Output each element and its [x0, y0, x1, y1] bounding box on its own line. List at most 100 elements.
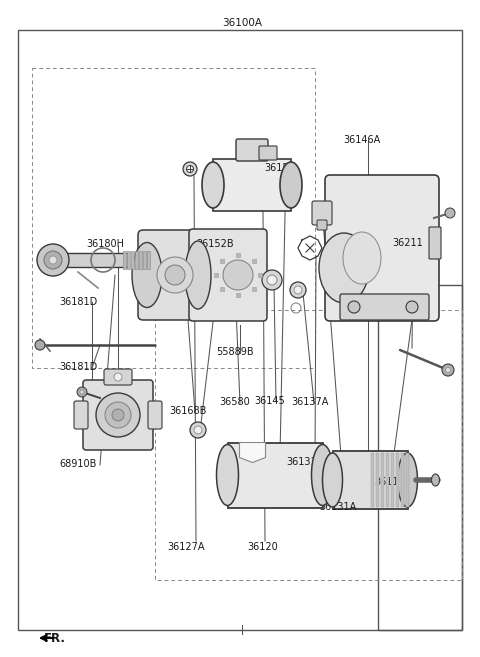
Text: 36110: 36110 — [375, 477, 405, 487]
Circle shape — [406, 301, 418, 313]
Text: 36120: 36120 — [248, 542, 278, 552]
Bar — [228, 443, 323, 507]
Bar — [213, 159, 291, 211]
Circle shape — [44, 251, 62, 269]
Text: 36181D: 36181D — [59, 362, 97, 372]
Ellipse shape — [432, 474, 440, 486]
Ellipse shape — [132, 242, 162, 307]
Bar — [135, 251, 137, 269]
FancyBboxPatch shape — [74, 401, 88, 429]
Bar — [378, 285, 462, 630]
FancyBboxPatch shape — [104, 369, 132, 385]
Text: FR.: FR. — [44, 631, 66, 645]
Text: 36131A: 36131A — [319, 502, 357, 512]
Ellipse shape — [343, 232, 381, 284]
Text: 68910B: 68910B — [60, 459, 96, 469]
FancyBboxPatch shape — [429, 227, 441, 259]
Bar — [143, 251, 145, 269]
Bar — [333, 451, 408, 509]
Text: 36127A: 36127A — [167, 542, 205, 552]
Bar — [400, 453, 404, 507]
Ellipse shape — [323, 453, 343, 507]
Text: 36181D: 36181D — [59, 297, 97, 307]
Text: 36180H: 36180H — [86, 239, 124, 249]
Bar — [214, 273, 218, 277]
FancyBboxPatch shape — [312, 201, 332, 225]
Bar — [131, 251, 133, 269]
Text: 36150: 36150 — [264, 163, 295, 173]
Ellipse shape — [35, 340, 45, 350]
Circle shape — [294, 286, 302, 294]
Bar — [371, 453, 373, 507]
FancyBboxPatch shape — [138, 230, 212, 320]
FancyBboxPatch shape — [236, 139, 268, 161]
Text: 36131B: 36131B — [286, 457, 324, 467]
FancyBboxPatch shape — [340, 294, 429, 320]
Circle shape — [223, 260, 253, 290]
Circle shape — [348, 301, 360, 313]
Circle shape — [194, 426, 202, 434]
Circle shape — [157, 257, 193, 293]
Circle shape — [267, 275, 277, 285]
Circle shape — [165, 265, 185, 285]
Bar — [396, 453, 398, 507]
Bar — [127, 251, 130, 269]
Bar — [236, 253, 240, 257]
FancyBboxPatch shape — [259, 146, 277, 160]
Bar — [375, 453, 379, 507]
Ellipse shape — [319, 233, 369, 303]
Bar — [139, 251, 142, 269]
Circle shape — [442, 364, 454, 376]
Bar — [53, 253, 128, 267]
Circle shape — [80, 390, 84, 394]
Bar — [406, 453, 408, 507]
Bar — [220, 259, 225, 263]
Ellipse shape — [280, 162, 302, 208]
Circle shape — [187, 166, 193, 173]
Circle shape — [105, 402, 131, 428]
Text: 36137A: 36137A — [291, 397, 329, 407]
Circle shape — [77, 387, 87, 397]
Text: 36145: 36145 — [254, 396, 286, 406]
Ellipse shape — [216, 445, 239, 505]
Polygon shape — [240, 443, 265, 463]
Circle shape — [183, 162, 197, 176]
FancyBboxPatch shape — [325, 175, 439, 321]
Text: 36100A: 36100A — [222, 18, 262, 28]
Text: 36168B: 36168B — [169, 406, 207, 416]
Circle shape — [445, 367, 451, 373]
Text: 36211: 36211 — [393, 238, 423, 248]
Bar — [252, 287, 255, 291]
Bar — [220, 287, 225, 291]
Bar — [391, 453, 394, 507]
FancyBboxPatch shape — [83, 380, 153, 450]
Bar — [236, 293, 240, 297]
Ellipse shape — [185, 241, 211, 309]
FancyBboxPatch shape — [189, 229, 267, 321]
Bar — [123, 251, 125, 269]
Circle shape — [290, 282, 306, 298]
Bar — [252, 259, 255, 263]
Text: 36146A: 36146A — [343, 135, 381, 145]
Bar — [385, 453, 388, 507]
Text: 55889B: 55889B — [216, 347, 254, 357]
Text: 36152B: 36152B — [196, 239, 234, 249]
Bar — [381, 453, 384, 507]
Ellipse shape — [397, 453, 418, 507]
Ellipse shape — [202, 162, 224, 208]
Text: 36580: 36580 — [220, 397, 251, 407]
Bar — [32, 68, 315, 368]
Circle shape — [96, 393, 140, 437]
Circle shape — [445, 208, 455, 218]
Circle shape — [262, 270, 282, 290]
Bar — [147, 251, 149, 269]
Circle shape — [37, 244, 69, 276]
Bar — [258, 273, 262, 277]
FancyBboxPatch shape — [148, 401, 162, 429]
Circle shape — [114, 373, 122, 381]
Bar — [155, 310, 462, 580]
Circle shape — [190, 422, 206, 438]
Circle shape — [112, 409, 124, 421]
Circle shape — [49, 256, 57, 264]
FancyBboxPatch shape — [317, 220, 327, 230]
